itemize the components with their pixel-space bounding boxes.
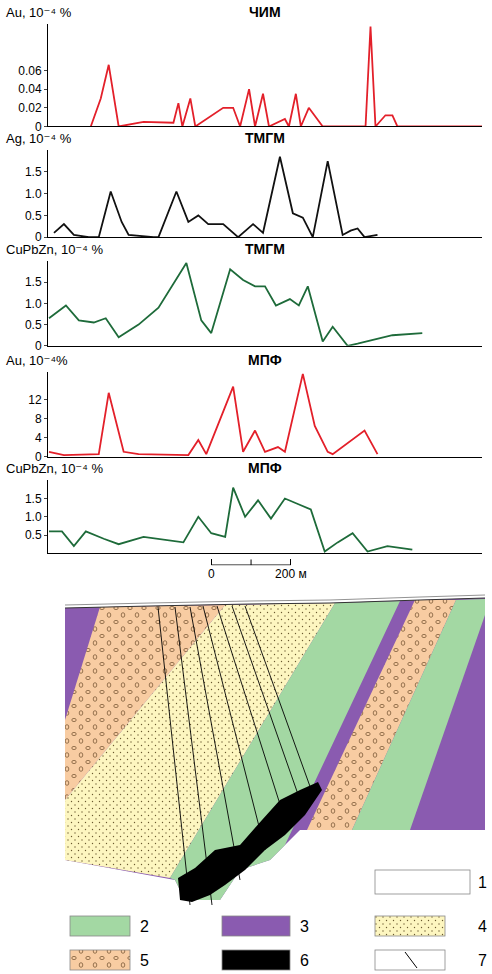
- svg-text:1.0: 1.0: [25, 297, 42, 311]
- svg-text:МПФ: МПФ: [248, 352, 282, 368]
- svg-text:Ag, 10⁻⁴ %: Ag, 10⁻⁴ %: [6, 131, 72, 146]
- svg-text:200 м: 200 м: [275, 567, 307, 581]
- svg-text:CuPbZn, 10⁻⁴ %: CuPbZn, 10⁻⁴ %: [6, 242, 103, 257]
- svg-text:0.5: 0.5: [25, 528, 42, 542]
- svg-text:1.5: 1.5: [25, 492, 42, 506]
- svg-text:1.0: 1.0: [25, 187, 42, 201]
- svg-text:0: 0: [35, 230, 42, 244]
- svg-text:12: 12: [28, 393, 42, 407]
- svg-text:1: 1: [478, 874, 487, 891]
- svg-text:6: 6: [300, 952, 309, 969]
- svg-text:Au, 10⁻⁴%: Au, 10⁻⁴%: [6, 353, 68, 368]
- svg-text:0.5: 0.5: [25, 209, 42, 223]
- svg-text:0: 0: [35, 339, 42, 353]
- svg-text:1.5: 1.5: [25, 275, 42, 289]
- svg-text:0: 0: [35, 120, 42, 134]
- svg-text:0.02: 0.02: [18, 101, 42, 115]
- svg-text:ТМГМ: ТМГМ: [245, 130, 285, 146]
- svg-text:Au, 10⁻⁴ %: Au, 10⁻⁴ %: [6, 5, 72, 20]
- svg-text:3: 3: [300, 918, 309, 935]
- svg-text:МПФ: МПФ: [248, 460, 282, 476]
- svg-text:ЧИМ: ЧИМ: [249, 4, 281, 20]
- svg-text:8: 8: [35, 412, 42, 426]
- svg-text:0: 0: [35, 450, 42, 464]
- svg-text:4: 4: [35, 431, 42, 445]
- svg-text:0.06: 0.06: [18, 64, 42, 78]
- svg-text:1.0: 1.0: [25, 510, 42, 524]
- svg-text:0: 0: [208, 567, 215, 581]
- svg-text:2: 2: [140, 918, 149, 935]
- svg-text:4: 4: [478, 918, 487, 935]
- svg-text:ТМГМ: ТМГМ: [245, 241, 285, 257]
- svg-text:1.5: 1.5: [25, 165, 42, 179]
- svg-text:CuPbZn, 10⁻⁴ %: CuPbZn, 10⁻⁴ %: [6, 461, 103, 476]
- svg-text:7: 7: [478, 952, 487, 969]
- svg-text:0.04: 0.04: [18, 82, 42, 96]
- svg-text:5: 5: [140, 952, 149, 969]
- svg-text:0.5: 0.5: [25, 318, 42, 332]
